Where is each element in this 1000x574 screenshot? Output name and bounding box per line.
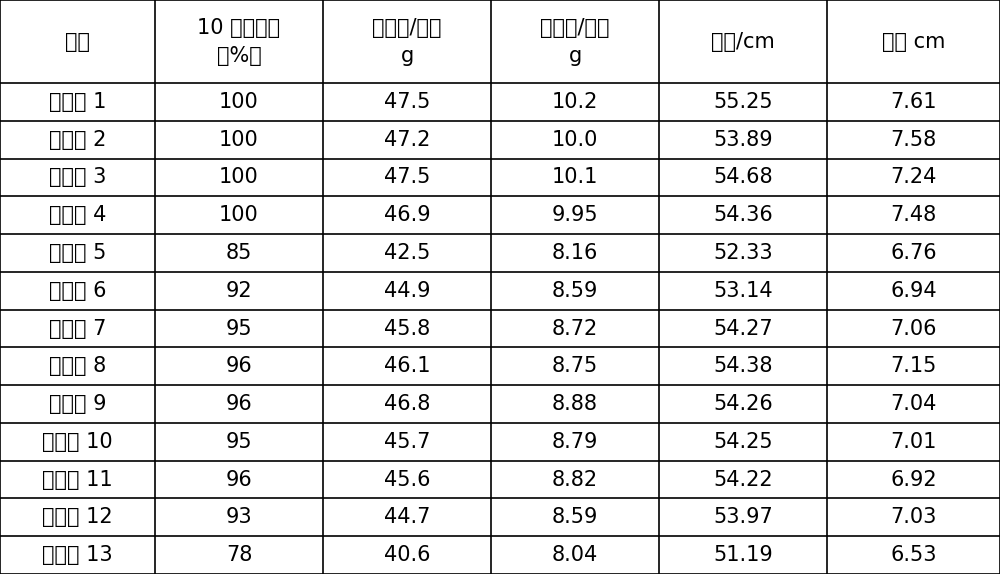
Text: 54.38: 54.38 — [713, 356, 773, 377]
Text: 46.1: 46.1 — [384, 356, 430, 377]
Text: 试验组 11: 试验组 11 — [42, 470, 113, 490]
Text: 6.53: 6.53 — [890, 545, 937, 565]
Text: 9.95: 9.95 — [552, 205, 598, 225]
Text: 8.88: 8.88 — [552, 394, 598, 414]
Text: 8.79: 8.79 — [552, 432, 598, 452]
Text: 95: 95 — [226, 319, 252, 339]
Text: 试验组 6: 试验组 6 — [49, 281, 106, 301]
Text: 试验组 10: 试验组 10 — [42, 432, 113, 452]
Text: 42.5: 42.5 — [384, 243, 430, 263]
Text: 8.59: 8.59 — [552, 281, 598, 301]
Text: 试验组 1: 试验组 1 — [49, 92, 106, 112]
Text: 8.72: 8.72 — [552, 319, 598, 339]
Text: 8.59: 8.59 — [552, 507, 598, 528]
Text: 8.04: 8.04 — [552, 545, 598, 565]
Text: 47.5: 47.5 — [384, 168, 430, 188]
Text: 7.24: 7.24 — [890, 168, 937, 188]
Text: 6.92: 6.92 — [890, 470, 937, 490]
Text: 47.2: 47.2 — [384, 130, 430, 150]
Text: 96: 96 — [226, 470, 252, 490]
Text: 45.6: 45.6 — [384, 470, 430, 490]
Text: 96: 96 — [226, 356, 252, 377]
Text: 8.75: 8.75 — [552, 356, 598, 377]
Text: 54.25: 54.25 — [713, 432, 773, 452]
Text: 93: 93 — [226, 507, 252, 528]
Text: 试验组 13: 试验组 13 — [42, 545, 113, 565]
Text: 试验组 7: 试验组 7 — [49, 319, 106, 339]
Text: 10 天出苗率
（%）: 10 天出苗率 （%） — [197, 18, 281, 65]
Text: 6.94: 6.94 — [890, 281, 937, 301]
Text: 试验组 8: 试验组 8 — [49, 356, 106, 377]
Text: 53.89: 53.89 — [713, 130, 773, 150]
Text: 51.19: 51.19 — [713, 545, 773, 565]
Text: 7.04: 7.04 — [890, 394, 937, 414]
Text: 44.9: 44.9 — [384, 281, 430, 301]
Text: 40.6: 40.6 — [384, 545, 430, 565]
Text: 46.9: 46.9 — [384, 205, 430, 225]
Text: 株高/cm: 株高/cm — [711, 32, 775, 52]
Text: 试验组 3: 试验组 3 — [49, 168, 106, 188]
Text: 85: 85 — [226, 243, 252, 263]
Text: 7.03: 7.03 — [890, 507, 937, 528]
Text: 54.27: 54.27 — [713, 319, 773, 339]
Text: 10.2: 10.2 — [552, 92, 598, 112]
Text: 46.8: 46.8 — [384, 394, 430, 414]
Text: 53.97: 53.97 — [713, 507, 773, 528]
Text: 穗长 cm: 穗长 cm — [882, 32, 945, 52]
Text: 45.7: 45.7 — [384, 432, 430, 452]
Text: 6.76: 6.76 — [890, 243, 937, 263]
Text: 试验组 9: 试验组 9 — [49, 394, 106, 414]
Text: 地上部/鲜重
g: 地上部/鲜重 g — [372, 18, 442, 65]
Text: 54.68: 54.68 — [713, 168, 773, 188]
Text: 8.82: 8.82 — [552, 470, 598, 490]
Text: 54.36: 54.36 — [713, 205, 773, 225]
Text: 处理: 处理 — [65, 32, 90, 52]
Text: 95: 95 — [226, 432, 252, 452]
Text: 试验组 12: 试验组 12 — [42, 507, 113, 528]
Text: 44.7: 44.7 — [384, 507, 430, 528]
Text: 10.0: 10.0 — [552, 130, 598, 150]
Text: 试验组 5: 试验组 5 — [49, 243, 106, 263]
Text: 54.22: 54.22 — [713, 470, 773, 490]
Text: 7.61: 7.61 — [890, 92, 937, 112]
Text: 96: 96 — [226, 394, 252, 414]
Text: 92: 92 — [226, 281, 252, 301]
Text: 47.5: 47.5 — [384, 92, 430, 112]
Text: 53.14: 53.14 — [713, 281, 773, 301]
Text: 7.01: 7.01 — [890, 432, 937, 452]
Text: 100: 100 — [219, 168, 259, 188]
Text: 52.33: 52.33 — [713, 243, 773, 263]
Text: 试验组 4: 试验组 4 — [49, 205, 106, 225]
Text: 7.58: 7.58 — [890, 130, 937, 150]
Text: 100: 100 — [219, 130, 259, 150]
Text: 78: 78 — [226, 545, 252, 565]
Text: 地下部/鲜重
g: 地下部/鲜重 g — [540, 18, 610, 65]
Text: 8.16: 8.16 — [552, 243, 598, 263]
Text: 54.26: 54.26 — [713, 394, 773, 414]
Text: 100: 100 — [219, 205, 259, 225]
Text: 100: 100 — [219, 92, 259, 112]
Text: 10.1: 10.1 — [552, 168, 598, 188]
Text: 试验组 2: 试验组 2 — [49, 130, 106, 150]
Text: 55.25: 55.25 — [713, 92, 773, 112]
Text: 7.15: 7.15 — [890, 356, 937, 377]
Text: 7.06: 7.06 — [890, 319, 937, 339]
Text: 7.48: 7.48 — [890, 205, 937, 225]
Text: 45.8: 45.8 — [384, 319, 430, 339]
